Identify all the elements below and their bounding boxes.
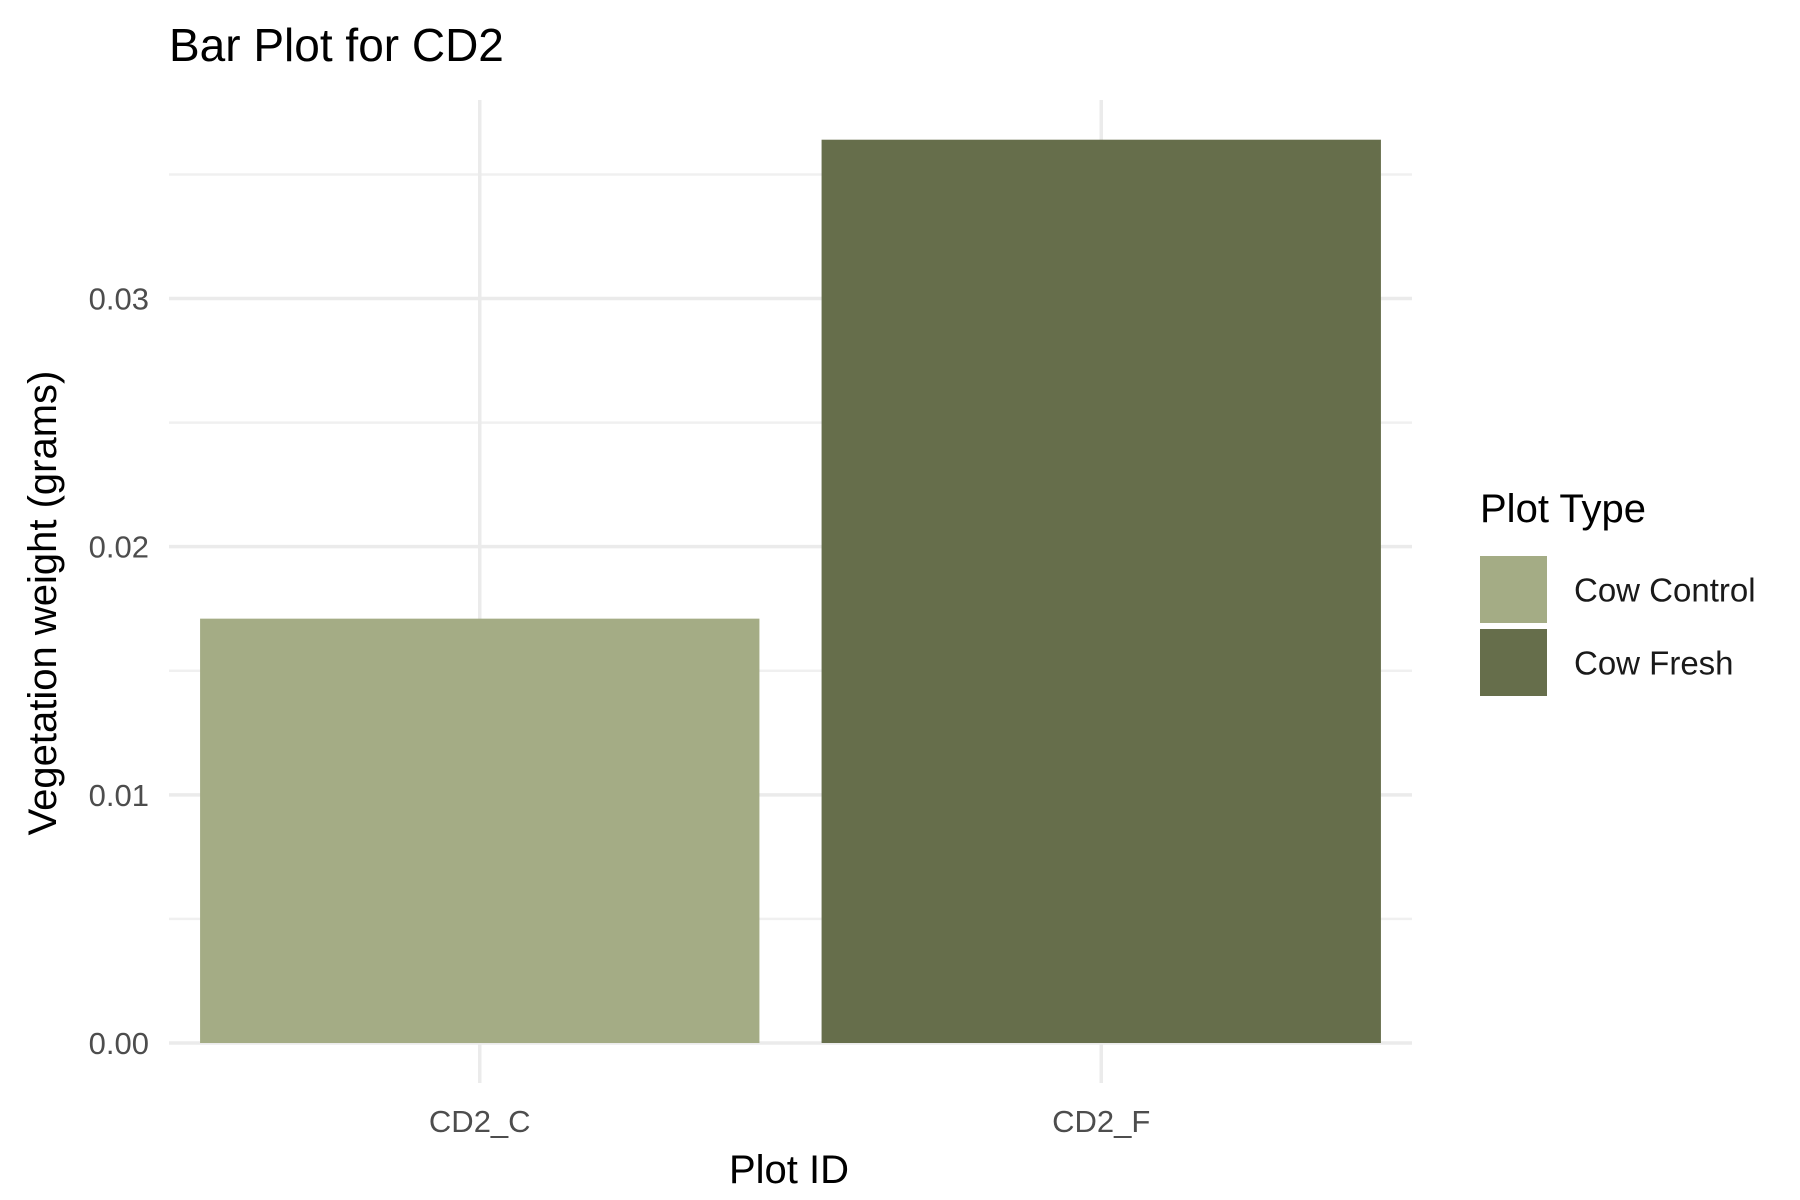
y-tick-label: 0.03 <box>89 282 149 317</box>
bar-cd2-c <box>200 618 760 1043</box>
legend-label: Cow Control <box>1574 572 1756 609</box>
y-tick-label: 0.02 <box>89 530 149 565</box>
y-tick-label: 0.01 <box>89 778 149 813</box>
legend: Plot Type Cow Control Cow Fresh <box>1480 487 1756 696</box>
plot-panel <box>169 100 1412 1083</box>
y-axis-title: Vegetation weight (grams) <box>21 371 65 836</box>
chart-title: Bar Plot for CD2 <box>169 19 504 71</box>
y-tick-label: 0.00 <box>89 1026 149 1061</box>
legend-label: Cow Fresh <box>1574 645 1734 682</box>
x-tick-label: CD2_F <box>1052 1104 1150 1139</box>
legend-entries: Cow Control Cow Fresh <box>1480 556 1756 696</box>
x-axis-title: Plot ID <box>729 1148 849 1192</box>
legend-title: Plot Type <box>1480 487 1646 531</box>
bars <box>200 139 1381 1043</box>
legend-key-cow-control <box>1480 556 1547 623</box>
x-tick-label: CD2_C <box>429 1104 531 1139</box>
bar-cd2-f <box>821 139 1381 1043</box>
y-axis-ticks: 0.00 0.01 0.02 0.03 <box>89 282 149 1061</box>
legend-key-cow-fresh <box>1480 629 1547 696</box>
x-axis-ticks: CD2_C CD2_F <box>429 1104 1150 1139</box>
